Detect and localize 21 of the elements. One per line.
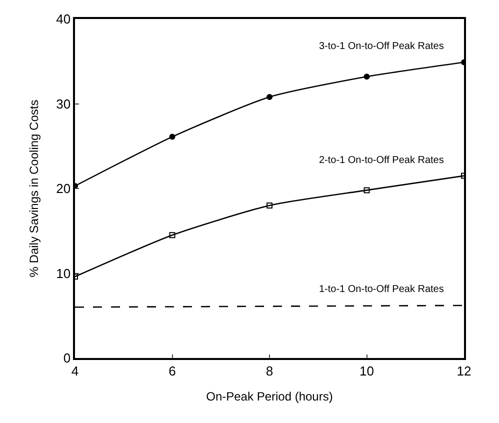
point <box>169 232 176 238</box>
series-label: 3-to-1 On-to-Off Peak Rates <box>319 41 444 52</box>
x-tick-label: 4 <box>71 363 79 378</box>
point <box>169 134 176 140</box>
x-tick-label: 10 <box>360 363 374 378</box>
point <box>266 202 272 208</box>
y-tick-label: 20 <box>56 181 71 196</box>
y-axis-title: % Daily Savings in Cooling Costs <box>26 100 41 278</box>
x-tick-label: 6 <box>168 363 176 378</box>
y-tick-label: 30 <box>56 96 71 112</box>
point <box>266 94 272 100</box>
point <box>364 187 370 194</box>
series-label: 2-to-1 On-to-Off Peak Rates <box>319 155 444 166</box>
y-tick-label: 10 <box>56 266 71 281</box>
series-label: 1-to-1 On-to-Off Peak Rates <box>319 284 444 295</box>
x-tick-label: 12 <box>456 363 472 378</box>
x-axis-title: On-Peak Period (hours) <box>206 390 333 404</box>
x-tick-label: 8 <box>266 363 274 378</box>
y-tick-label: 40 <box>56 12 71 27</box>
y-tick-label: 0 <box>63 350 71 366</box>
point <box>364 74 370 80</box>
